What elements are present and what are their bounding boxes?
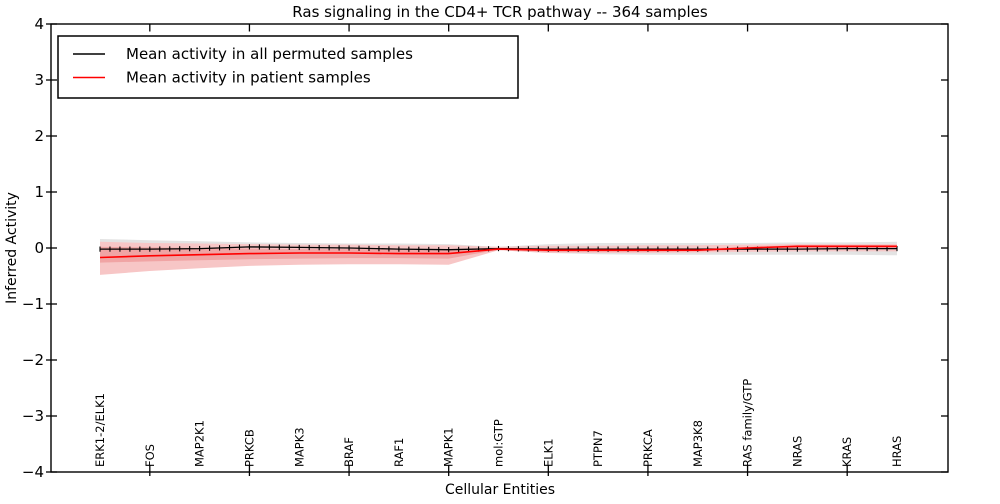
x-tick-label: PRKCA [641,429,655,467]
mean-line-patient [99,245,897,259]
y-tick-label: 4 [34,15,44,33]
data-series [99,244,898,259]
x-tick-label: PRKCB [242,429,256,467]
x-tick-label: mol:GTP [492,419,506,467]
x-tick-label: NRAS [790,436,804,467]
axis-ticks [46,23,948,476]
x-tick-label: RAS family/GTP [741,379,755,467]
x-tick-label: MAPK1 [442,427,456,467]
y-tick-label: −3 [22,407,44,425]
y-tick-label: 0 [34,239,44,257]
y-tick-label: 2 [34,127,44,145]
y-tick-label: −2 [22,351,44,369]
x-tick-label: RAF1 [392,438,406,467]
x-axis-label: Cellular Entities [445,482,555,498]
legend: Mean activity in all permuted samples Me… [57,35,519,99]
legend-label-permuted: Mean activity in all permuted samples [126,45,413,63]
y-tick-label: −4 [22,463,44,481]
x-tick-label: HRAS [890,436,904,467]
x-tick-label: MAP2K1 [193,420,207,467]
x-tick-label: FOS [143,444,157,467]
x-tick-label: MAP3K8 [691,420,705,467]
x-tick-labels: ERK1-2/ELK1 FOS MAP2K1 PRKCB MAPK3 BRAF RAF1 MA… [93,379,904,467]
x-tick-label: KRAS [840,437,854,467]
x-tick-label: ERK1-2/ELK1 [93,393,107,467]
x-tick-label: MAPK3 [292,427,306,467]
legend-label-patient: Mean activity in patient samples [126,69,371,87]
x-tick-label: PTPN7 [591,430,605,467]
x-tick-label: BRAF [342,437,356,467]
y-tick-labels: 4 3 2 1 0 −1 −2 −3 −4 [22,15,44,481]
y-tick-label: 1 [34,183,44,201]
confidence-bands [100,239,897,275]
chart-title: Ras signaling in the CD4+ TCR pathway --… [292,3,708,21]
x-tick-label: ELK1 [541,438,555,467]
y-axis-label: Inferred Activity [4,192,20,304]
legend-frame [57,35,519,99]
y-tick-label: 3 [34,71,44,89]
y-tick-label: −1 [22,295,44,313]
